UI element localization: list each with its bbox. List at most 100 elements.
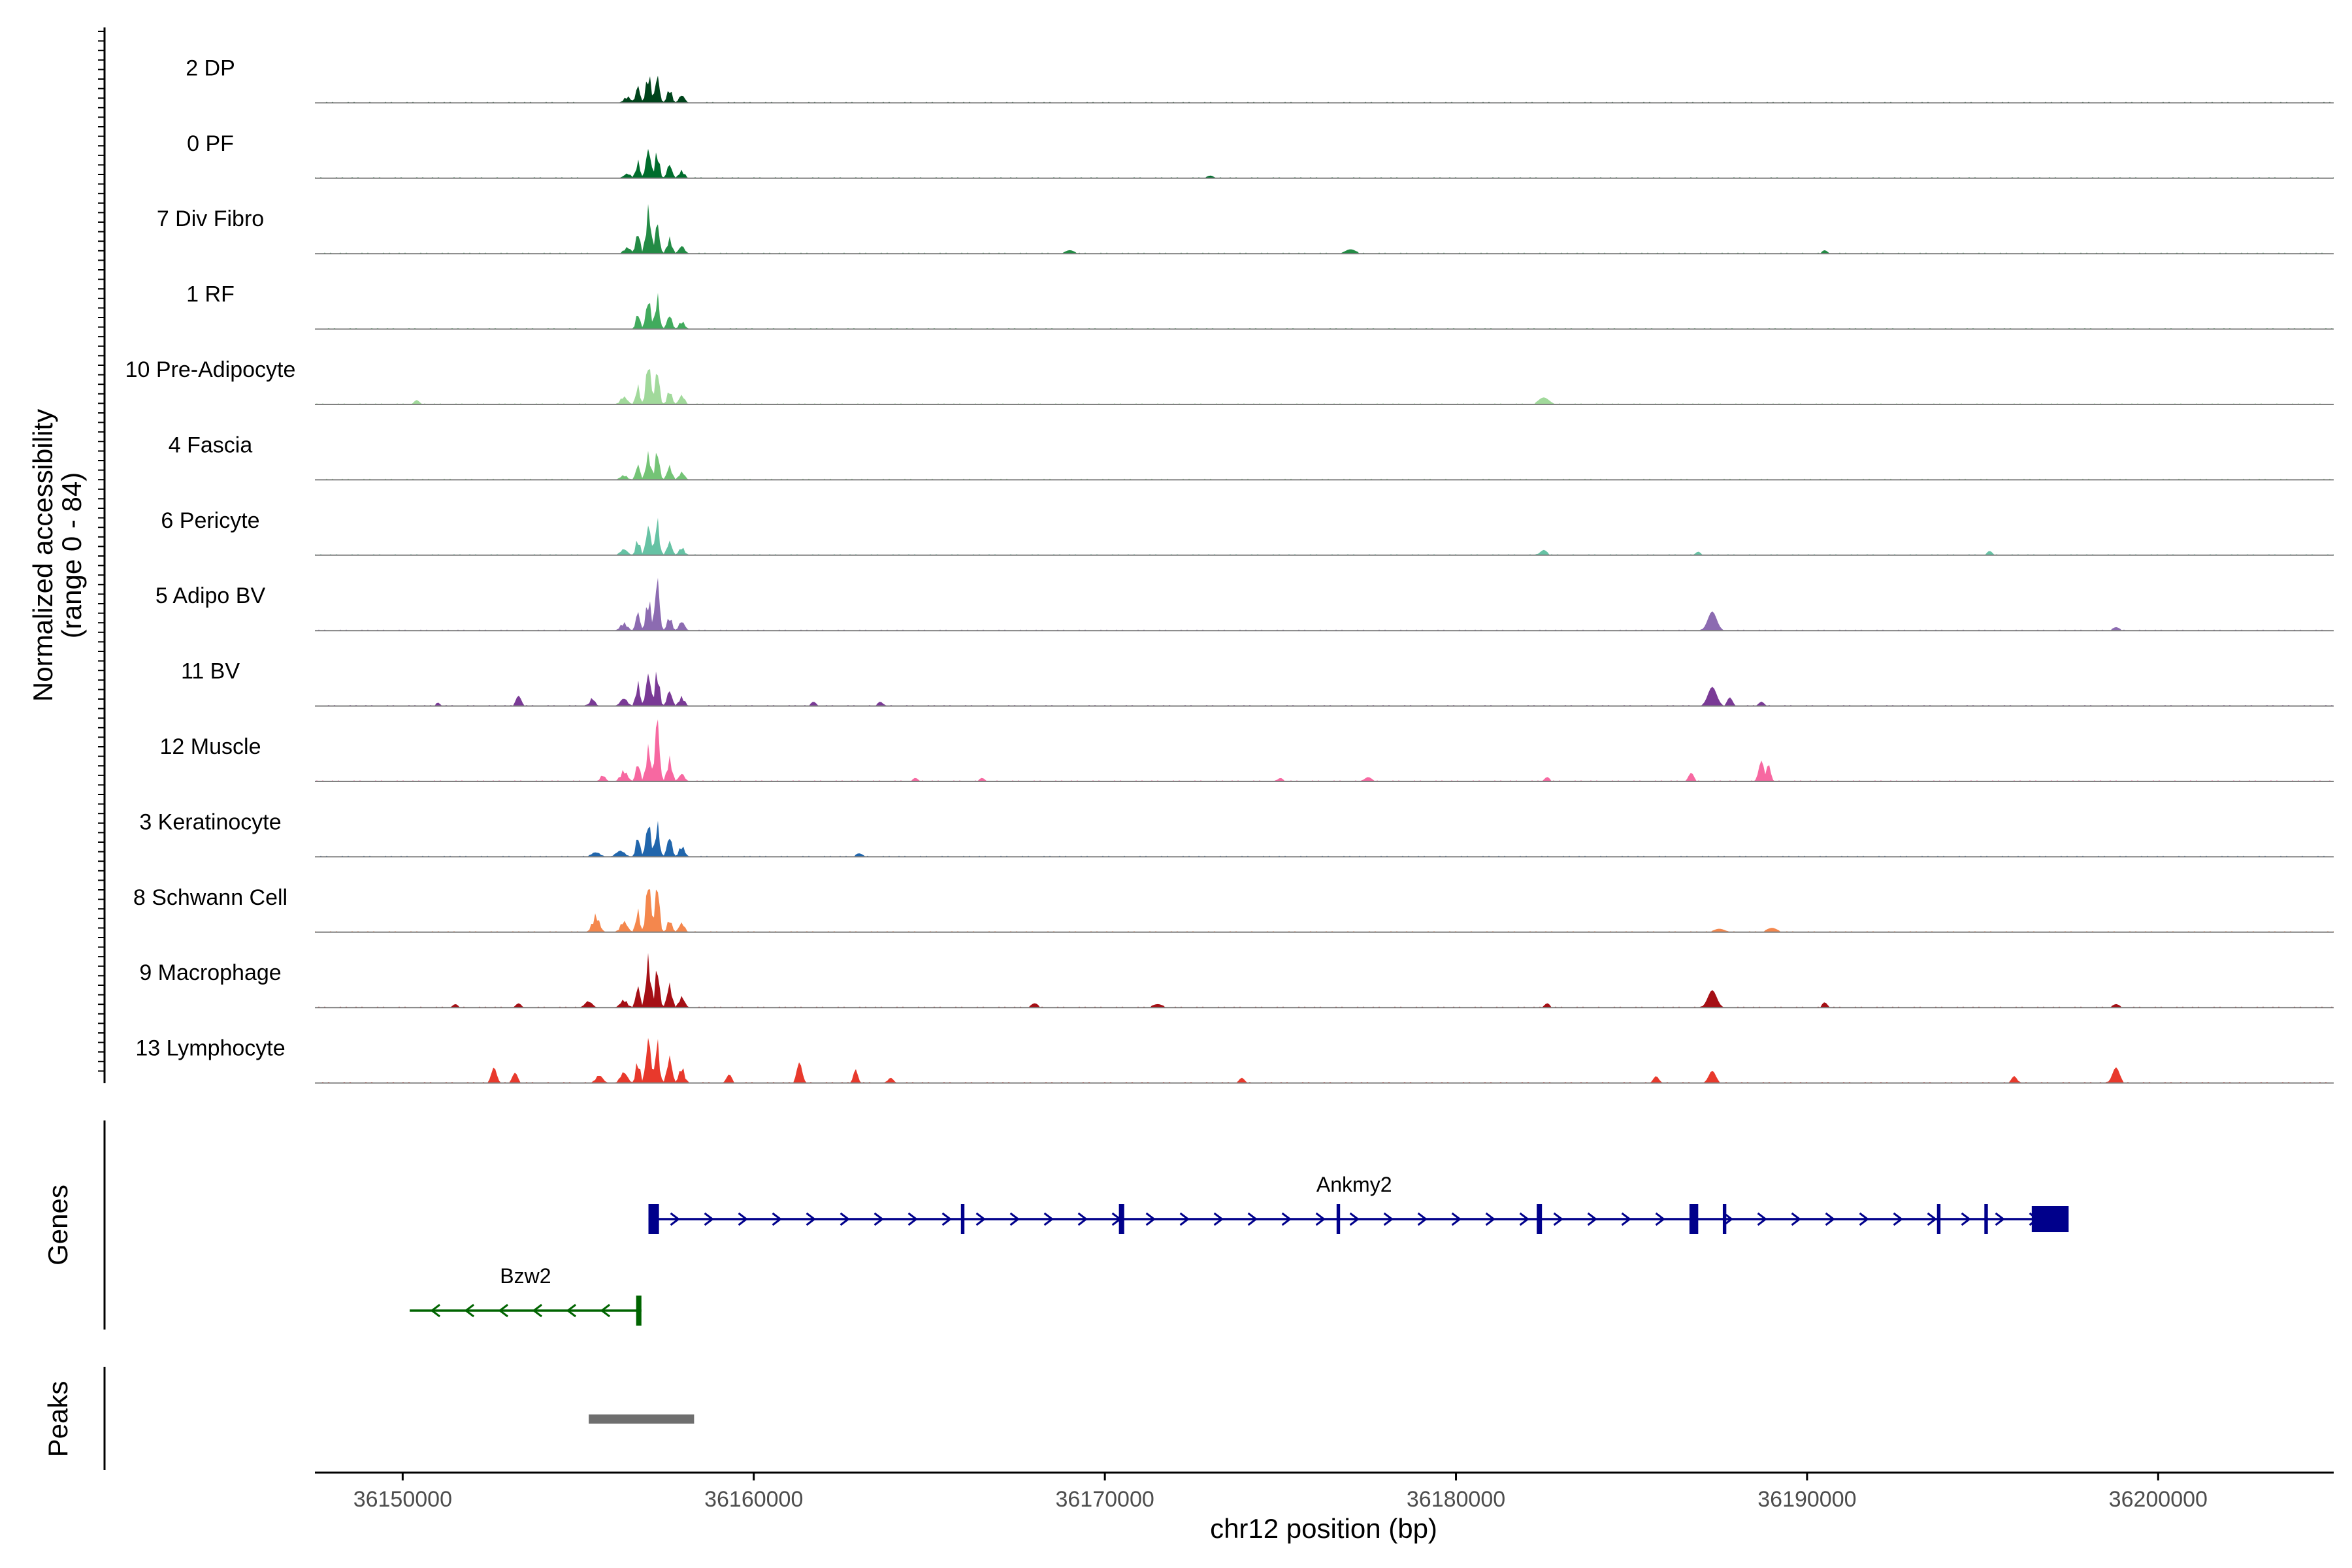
strand-arrow [1247,1212,1258,1226]
x-tick-label: 36160000 [704,1487,803,1512]
coverage-area [315,204,2334,254]
track-label: 10 Pre-Adipocyte [125,357,296,382]
strand-arrow [1077,1212,1088,1226]
coverage-area [315,1037,2334,1083]
track-label: 6 Pericyte [161,508,259,533]
strand-arrow [1621,1212,1632,1226]
strand-arrow [874,1212,885,1226]
strand-arrow [941,1212,953,1226]
track-label: 11 BV [181,659,240,684]
strand-arrow [464,1303,474,1318]
exon [1119,1204,1124,1234]
x-axis-ticks: 36150000 36160000 36170000 36180000 36190000… [353,1473,2208,1512]
peak-regions [589,1414,694,1424]
y-axis-title-line2: (range 0 - 84) [56,472,87,638]
track-label: 4 Fascia [169,433,253,457]
strand-arrow [806,1212,817,1226]
strand-arrow [1655,1212,1666,1226]
track-4: 1 RF [186,282,2334,330]
track-label: 12 Muscle [160,734,261,759]
gene-bzw2: Bzw2 [410,1264,642,1326]
exon [636,1296,642,1326]
track-label: 13 Lymphocyte [135,1036,285,1061]
strand-arrow [532,1303,542,1318]
coverage-area [315,451,2334,480]
strand-arrow [1009,1212,1021,1226]
gene-label: Ankmy2 [1316,1173,1392,1196]
strand-arrow [1723,1212,1734,1226]
x-tick-label: 36180000 [1407,1487,1505,1512]
track-label: 7 Div Fibro [157,206,264,231]
coverage-area [315,75,2334,103]
strand-arrow [840,1212,851,1226]
coverage-area [315,821,2334,857]
track-label: 9 Macrophage [139,960,281,985]
coverage-area [315,578,2334,631]
strand-arrow [975,1212,987,1226]
track-2: 0 PF [187,131,2334,179]
peak-region-bar [589,1414,694,1424]
exon [1689,1204,1699,1234]
track-9: 11 BV [181,659,2334,707]
strand-arrow [498,1303,508,1318]
track-13: 9 Macrophage [139,953,2334,1009]
track-5: 10 Pre-Adipocyte [125,357,2334,405]
track-11: 3 Keratinocyte [139,809,2334,858]
x-tick-label: 36170000 [1055,1487,1154,1512]
strand-arrow [1553,1212,1564,1226]
strand-arrow [1995,1212,2006,1226]
strand-arrow [1451,1212,1462,1226]
strand-arrow [1757,1212,1768,1226]
strand-arrow [1927,1212,1938,1226]
strand-arrow [1383,1212,1394,1226]
strand-arrow [1179,1212,1190,1226]
strand-arrow [1961,1212,1972,1226]
genes-panel-title: Genes [42,1184,73,1266]
coverage-area [315,369,2334,404]
track-6: 4 Fascia [169,433,2334,481]
strand-arrow [1485,1212,1496,1226]
track-7: 6 Pericyte [161,508,2334,556]
strand-arrow [1043,1212,1054,1226]
y-axis-title-line1: Normalized accessibility [27,409,58,702]
strand-arrow [1893,1212,1904,1226]
strand-arrow [1519,1212,1530,1226]
strand-arrow [738,1212,749,1226]
coverage-area [315,889,2334,932]
strand-arrow [1349,1212,1360,1226]
track-1: 2 DP [186,56,2334,104]
strand-arrow [1213,1212,1224,1226]
exon [648,1204,659,1234]
coverage-y-ticks [98,31,105,1072]
gene-ankmy2: Ankmy2 [648,1173,2069,1234]
gene-annotations: Ankmy2 Bzw2 [410,1173,2069,1326]
exon [1936,1204,1941,1234]
coverage-tracks: 2 DP 0 PF 7 Div Fibro 1 RF 10 Pre-Adipocyte 4… [125,56,2334,1084]
exon [2031,1206,2069,1232]
strand-arrow [1587,1212,1598,1226]
strand-arrow [704,1212,715,1226]
track-3: 7 Div Fibro [157,204,2334,255]
strand-arrow [430,1303,440,1318]
gene-label: Bzw2 [500,1264,551,1288]
coverage-area [315,148,2334,178]
track-14: 13 Lymphocyte [135,1036,2334,1084]
track-label: 2 DP [186,56,235,80]
strand-arrow [772,1212,783,1226]
exon [960,1204,965,1234]
track-label: 3 Keratinocyte [139,809,281,834]
peaks-panel-title: Peaks [42,1381,73,1458]
coverage-area [315,293,2334,329]
strand-arrow [1825,1212,1836,1226]
strand-arrow [670,1212,681,1226]
strand-arrow [600,1303,610,1318]
strand-arrow [1417,1212,1428,1226]
track-8: 5 Adipo BV [155,578,2334,632]
exon [1722,1204,1727,1234]
track-label: 1 RF [186,282,235,307]
x-axis-title: chr12 position (bp) [1210,1513,1437,1544]
coverage-area [315,517,2334,555]
coverage-area [315,671,2334,706]
track-label: 0 PF [187,131,234,156]
